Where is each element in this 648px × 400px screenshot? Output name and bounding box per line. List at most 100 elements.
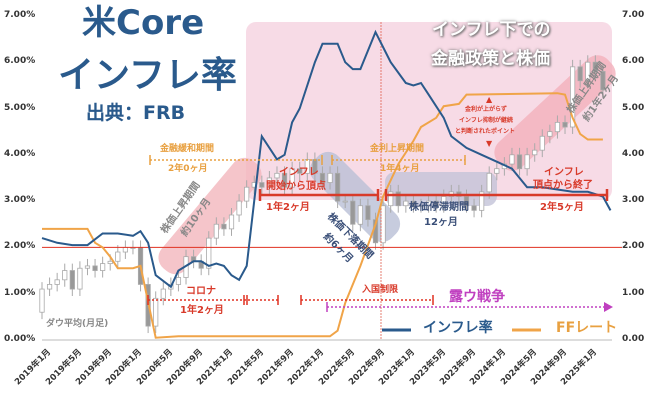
dow-candle bbox=[403, 200, 409, 207]
y-tick-left: 4.00% bbox=[4, 148, 36, 159]
y-tick-left: 5.00% bbox=[4, 102, 36, 113]
dow-candle bbox=[570, 66, 576, 128]
dow-candle bbox=[418, 205, 424, 208]
y-tick-left: 7.00% bbox=[4, 9, 36, 20]
stagnation-duration: 12ヶ月 bbox=[424, 217, 458, 228]
dow-candle bbox=[577, 66, 583, 82]
dow-candle bbox=[84, 265, 91, 269]
dow-candle bbox=[395, 191, 401, 207]
dow-candle bbox=[380, 205, 386, 244]
hiking-bracket bbox=[331, 155, 466, 165]
dow-candle bbox=[274, 172, 280, 179]
dow-candle bbox=[54, 279, 60, 285]
infl-start-label2: 開始から頂点 bbox=[266, 181, 326, 192]
hiking-duration: 1年4ヶ月 bbox=[380, 164, 420, 174]
rise1-band bbox=[158, 157, 262, 275]
inflation-rise-bracket bbox=[258, 189, 380, 201]
corona-duration: 1年2ヶ月 bbox=[180, 305, 224, 316]
y-tick-right: 7.00 bbox=[622, 9, 645, 20]
legend-inflation-label: インフレ率 bbox=[423, 320, 493, 336]
dow-candle bbox=[327, 172, 333, 183]
dow-candle bbox=[600, 71, 606, 91]
dow-candle bbox=[486, 172, 492, 193]
dow-candle bbox=[213, 223, 219, 239]
war-arrow bbox=[326, 302, 613, 312]
y-tick-right: 0.00 bbox=[622, 334, 645, 344]
dow-candle bbox=[441, 196, 447, 207]
easing-bracket bbox=[149, 155, 323, 165]
dow-candle bbox=[532, 149, 538, 156]
down-arrow-icon: ▼ bbox=[486, 139, 493, 148]
point-label3: と判断されたポイント bbox=[455, 128, 516, 135]
dow-candle bbox=[463, 196, 470, 207]
war-label: 露ウ戦争 bbox=[449, 289, 505, 305]
ff-rate-line bbox=[42, 92, 603, 339]
y-tick-left: 6.00% bbox=[4, 56, 36, 67]
y-tick-right: 4.00 bbox=[622, 148, 645, 159]
dow-candle bbox=[153, 297, 159, 327]
dow-candle bbox=[388, 191, 394, 207]
dow-candle bbox=[335, 172, 341, 202]
dow-candle bbox=[206, 237, 212, 269]
dow-candle bbox=[77, 267, 83, 290]
dow-candle bbox=[92, 265, 98, 271]
dow-candle bbox=[342, 200, 348, 203]
dow-legend: ダウ平均(月足) bbox=[46, 319, 109, 329]
corona-label: コロナ bbox=[186, 286, 216, 297]
legend-ff-label: FFレート bbox=[556, 320, 618, 336]
infl-start-label1: インフレ bbox=[279, 167, 319, 178]
subtitle-line1: インフレ下での bbox=[432, 20, 551, 40]
dow-candle bbox=[69, 270, 75, 290]
dow-candle bbox=[115, 251, 121, 262]
point-label1: 金利が上がらず bbox=[465, 106, 507, 113]
infl-start-duration: 1年2ヶ月 bbox=[266, 202, 310, 213]
stagnation-label: 株価停滞期間 bbox=[409, 202, 469, 213]
subtitle-line2: 金融政策と株価 bbox=[431, 49, 550, 69]
inflation-fall-bracket bbox=[384, 189, 609, 201]
dow-candle bbox=[39, 288, 45, 313]
dow-candle bbox=[433, 200, 439, 207]
dow-candle bbox=[100, 263, 106, 271]
easing-duration: 2年0ヶ月 bbox=[168, 164, 208, 174]
dow-candle bbox=[297, 168, 303, 174]
dow-candle bbox=[592, 61, 598, 72]
dow-candle bbox=[266, 177, 273, 188]
dow-candle bbox=[410, 200, 417, 207]
dow-candle bbox=[539, 135, 545, 151]
dow-candle bbox=[175, 277, 182, 285]
title-line2: インフレ率 bbox=[58, 55, 237, 96]
inflation-line bbox=[41, 29, 612, 289]
y-tick-left: 0.00% bbox=[4, 334, 36, 344]
y-tick-right: 3.00 bbox=[622, 195, 645, 206]
entry-restriction-label: 入国制限 bbox=[362, 285, 399, 295]
dow-candle bbox=[357, 205, 363, 225]
dow-candle bbox=[281, 172, 288, 188]
dow-candle bbox=[509, 154, 515, 165]
dow-candle bbox=[350, 200, 356, 225]
dow-candle bbox=[62, 270, 68, 281]
dow-candle bbox=[107, 260, 113, 265]
y-tick-right: 1.00 bbox=[622, 287, 645, 298]
dow-candle bbox=[494, 168, 500, 174]
infl-end-duration: 2年5ヶ月 bbox=[540, 202, 584, 213]
dow-candle bbox=[244, 186, 250, 202]
rise2-band bbox=[494, 55, 616, 171]
dow-candle bbox=[122, 246, 128, 253]
y-tick-left: 2.00% bbox=[4, 241, 36, 252]
source: 出典：FRB bbox=[86, 102, 186, 124]
y-tick-right: 5.00 bbox=[622, 102, 645, 113]
dow-candle bbox=[365, 205, 371, 221]
dow-candle bbox=[471, 205, 477, 211]
dow-candle bbox=[289, 168, 295, 188]
title-line1: 米Core bbox=[82, 3, 205, 43]
y-tick-left: 1.00% bbox=[4, 287, 36, 298]
dow-candle bbox=[221, 223, 227, 230]
dow-candle bbox=[562, 121, 568, 128]
up-arrow-icon: ▲ bbox=[486, 95, 493, 104]
infl-end-label1: インフレ bbox=[544, 167, 584, 178]
dow-candle bbox=[425, 200, 432, 207]
dow-candle bbox=[585, 61, 591, 82]
dow-candle bbox=[524, 154, 530, 170]
y-tick-right: 6.00 bbox=[622, 56, 645, 67]
